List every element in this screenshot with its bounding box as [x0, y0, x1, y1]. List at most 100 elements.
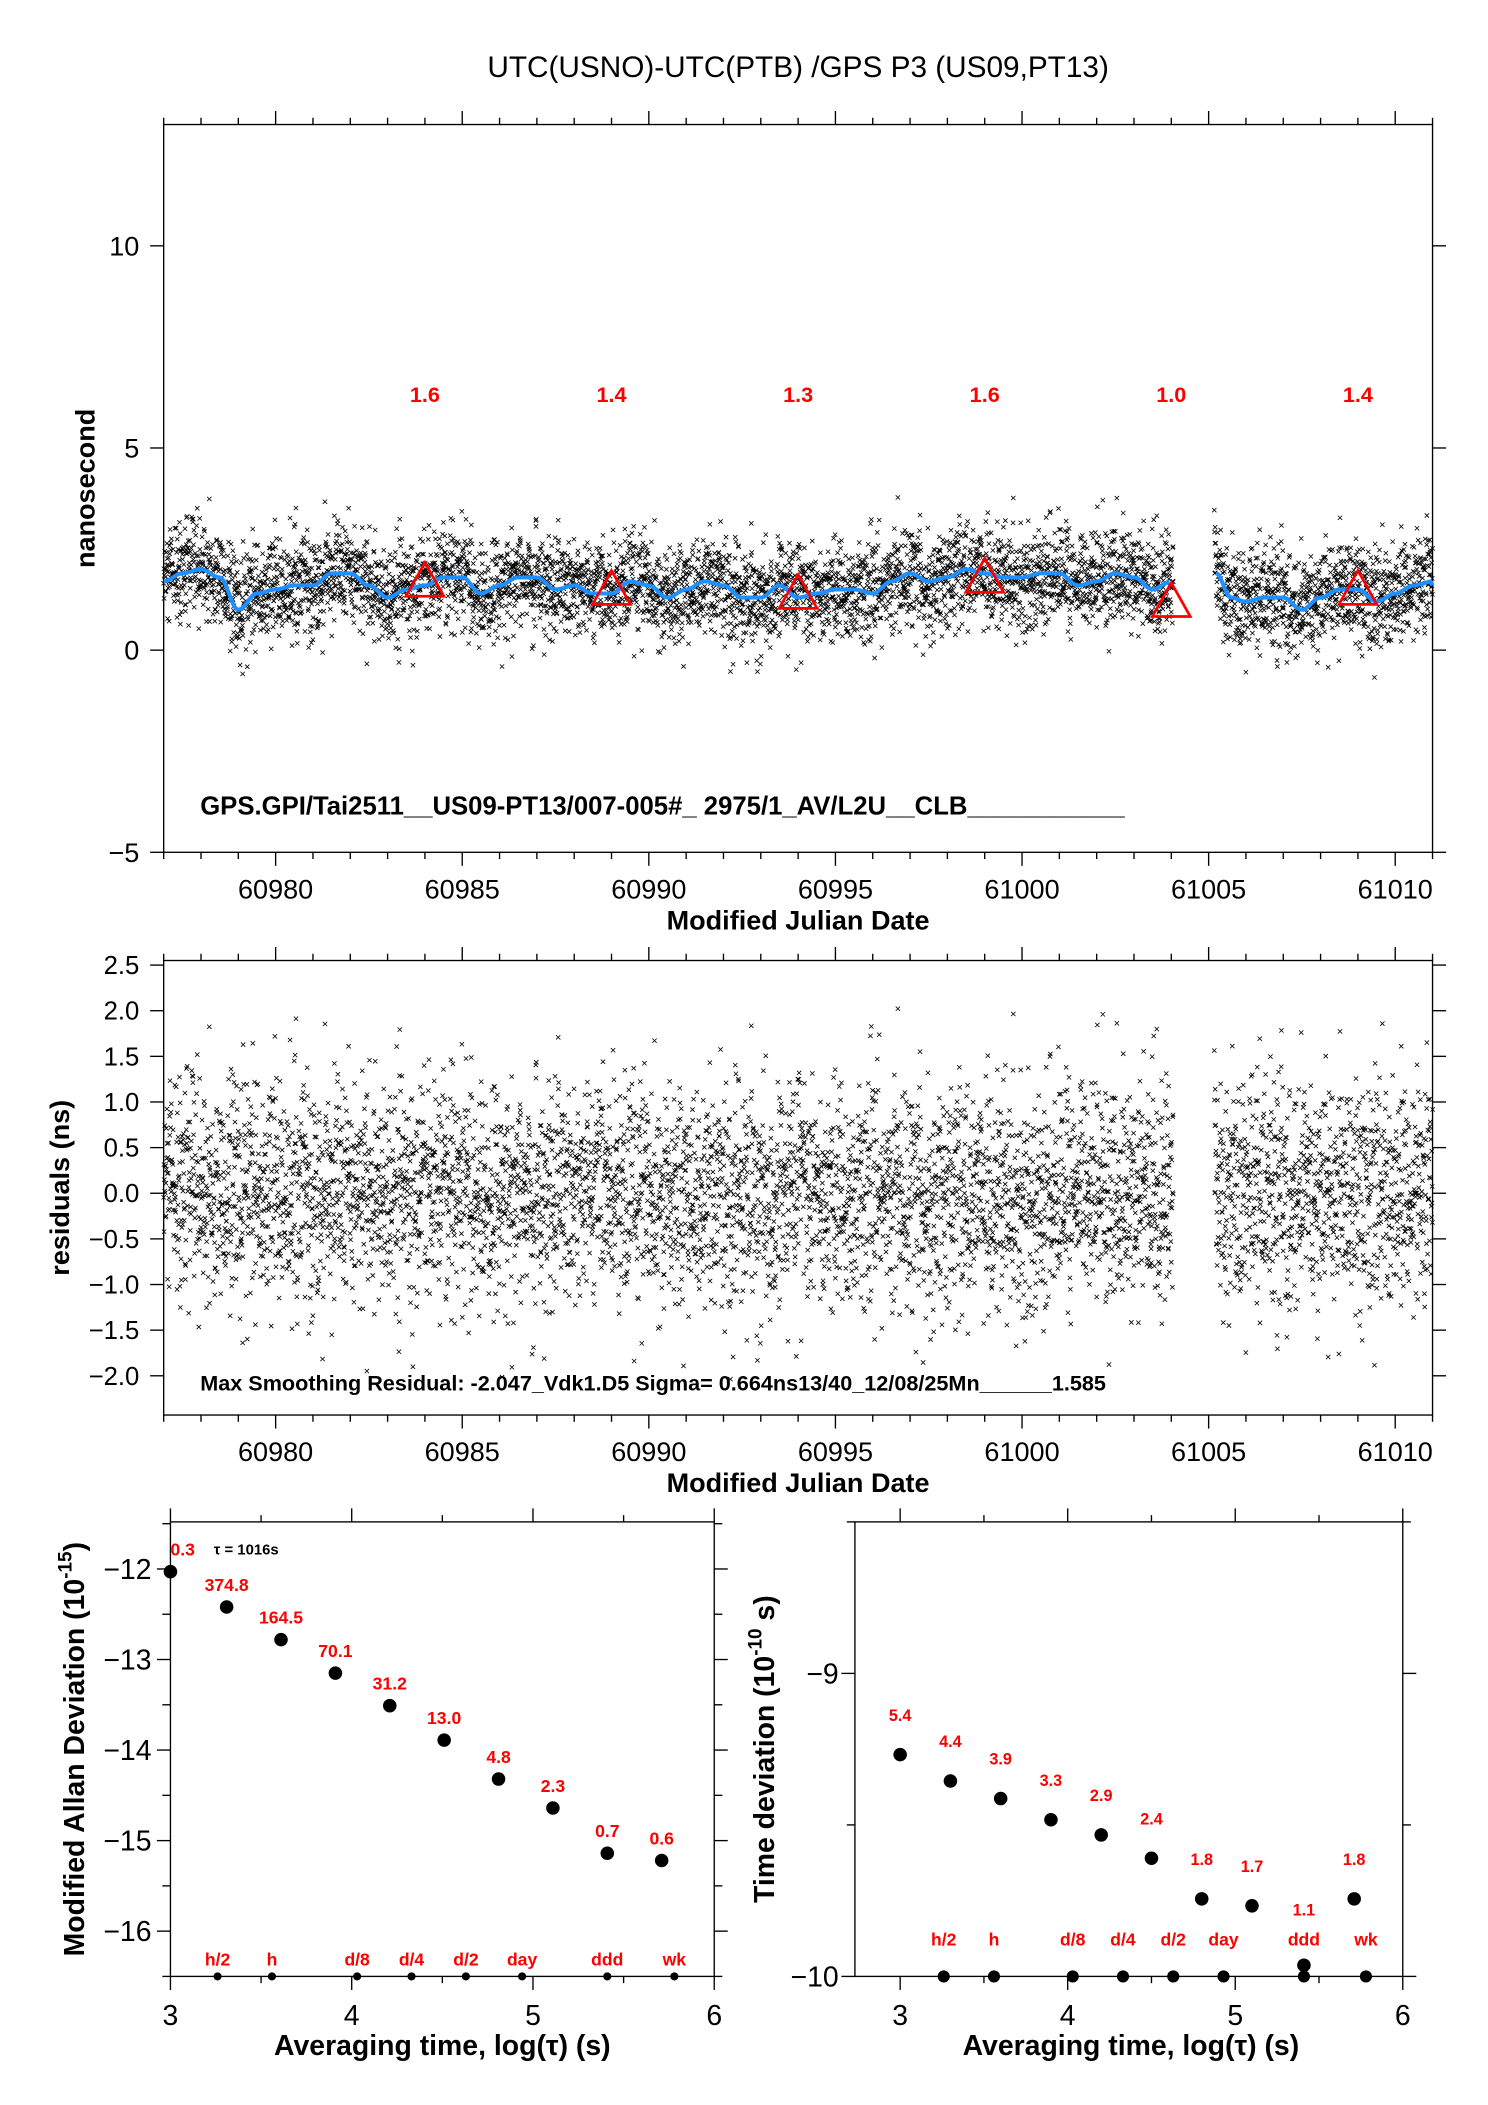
data-point [1033, 617, 1038, 623]
data-point [1067, 607, 1073, 613]
data-point [733, 579, 738, 585]
data-point [893, 610, 899, 616]
data-point [918, 560, 923, 566]
data-point [509, 654, 515, 659]
data-point [1249, 545, 1255, 551]
data-point [556, 537, 562, 543]
data-point [228, 541, 234, 547]
data-point [205, 540, 211, 546]
data-point [349, 613, 355, 619]
data-point [700, 613, 706, 619]
data-point [846, 567, 851, 573]
data-point [719, 576, 725, 582]
data-point [311, 543, 317, 549]
data-point [749, 549, 755, 555]
data-point [362, 543, 367, 549]
data-point [1266, 624, 1272, 629]
data-point [1065, 629, 1071, 635]
data-point [207, 559, 213, 565]
data-point [410, 662, 416, 668]
data-point [598, 597, 604, 603]
data-point [675, 565, 681, 571]
data-point [251, 627, 257, 633]
data-point [496, 623, 502, 628]
data-point [479, 570, 485, 576]
data-point [1032, 602, 1038, 608]
data-point [1042, 581, 1048, 587]
data-point [629, 571, 635, 577]
data-point [1139, 545, 1145, 551]
data-point [255, 542, 261, 548]
data-point [835, 631, 841, 637]
data-point [952, 612, 957, 618]
data-point [196, 626, 202, 632]
data-point [891, 626, 897, 632]
data-point [185, 538, 191, 544]
data-point [1238, 606, 1244, 612]
data-point [562, 591, 568, 597]
data-point [234, 569, 240, 575]
data-point [368, 603, 374, 609]
data-point [793, 667, 799, 673]
data-point [1099, 544, 1105, 550]
data-point [966, 556, 972, 561]
data-point [177, 612, 183, 618]
data-point [738, 643, 744, 648]
data-point [1249, 569, 1255, 574]
data-point [235, 585, 241, 591]
data-point [1128, 631, 1134, 637]
data-point [701, 568, 707, 574]
data-point [438, 598, 444, 604]
data-point [783, 550, 789, 556]
data-point [322, 499, 328, 505]
data-point [449, 606, 455, 612]
data-point [758, 653, 764, 659]
data-point [969, 537, 975, 543]
data-point [1244, 580, 1250, 586]
data-point [694, 537, 700, 543]
data-point [1252, 610, 1258, 616]
data-point [1136, 541, 1142, 547]
data-point [353, 559, 359, 565]
data-point [360, 631, 366, 637]
data-point [948, 527, 954, 533]
data-point [938, 586, 944, 592]
data-point [179, 609, 184, 615]
data-point [1272, 576, 1278, 582]
data-point [426, 522, 432, 528]
data-point [586, 546, 592, 552]
data-point [708, 627, 714, 633]
data-point [477, 577, 483, 583]
data-point [1096, 534, 1102, 539]
data-point [191, 604, 197, 610]
data-point [208, 546, 214, 551]
data-point [625, 556, 631, 562]
data-point [867, 521, 873, 527]
data-point [1038, 548, 1044, 554]
data-point [1018, 548, 1024, 553]
data-point [173, 525, 179, 531]
data-point [406, 628, 412, 634]
data-point [836, 576, 842, 582]
data-point [289, 643, 295, 649]
data-point [167, 526, 173, 532]
data-point [227, 569, 232, 574]
data-point [519, 611, 525, 617]
data-point [513, 619, 519, 624]
data-point [187, 578, 193, 584]
data-point [421, 526, 427, 532]
data-point [686, 641, 691, 647]
data-point [489, 557, 495, 563]
data-point [196, 577, 202, 583]
data-point [533, 523, 539, 529]
data-point [573, 561, 579, 567]
data-point [194, 505, 200, 511]
data-point [635, 604, 641, 610]
data-point [247, 582, 253, 588]
data-point [279, 623, 285, 629]
data-point [236, 635, 242, 641]
data-point [390, 574, 396, 580]
data-point [854, 602, 860, 608]
data-point [722, 644, 728, 650]
data-point [1137, 528, 1143, 533]
